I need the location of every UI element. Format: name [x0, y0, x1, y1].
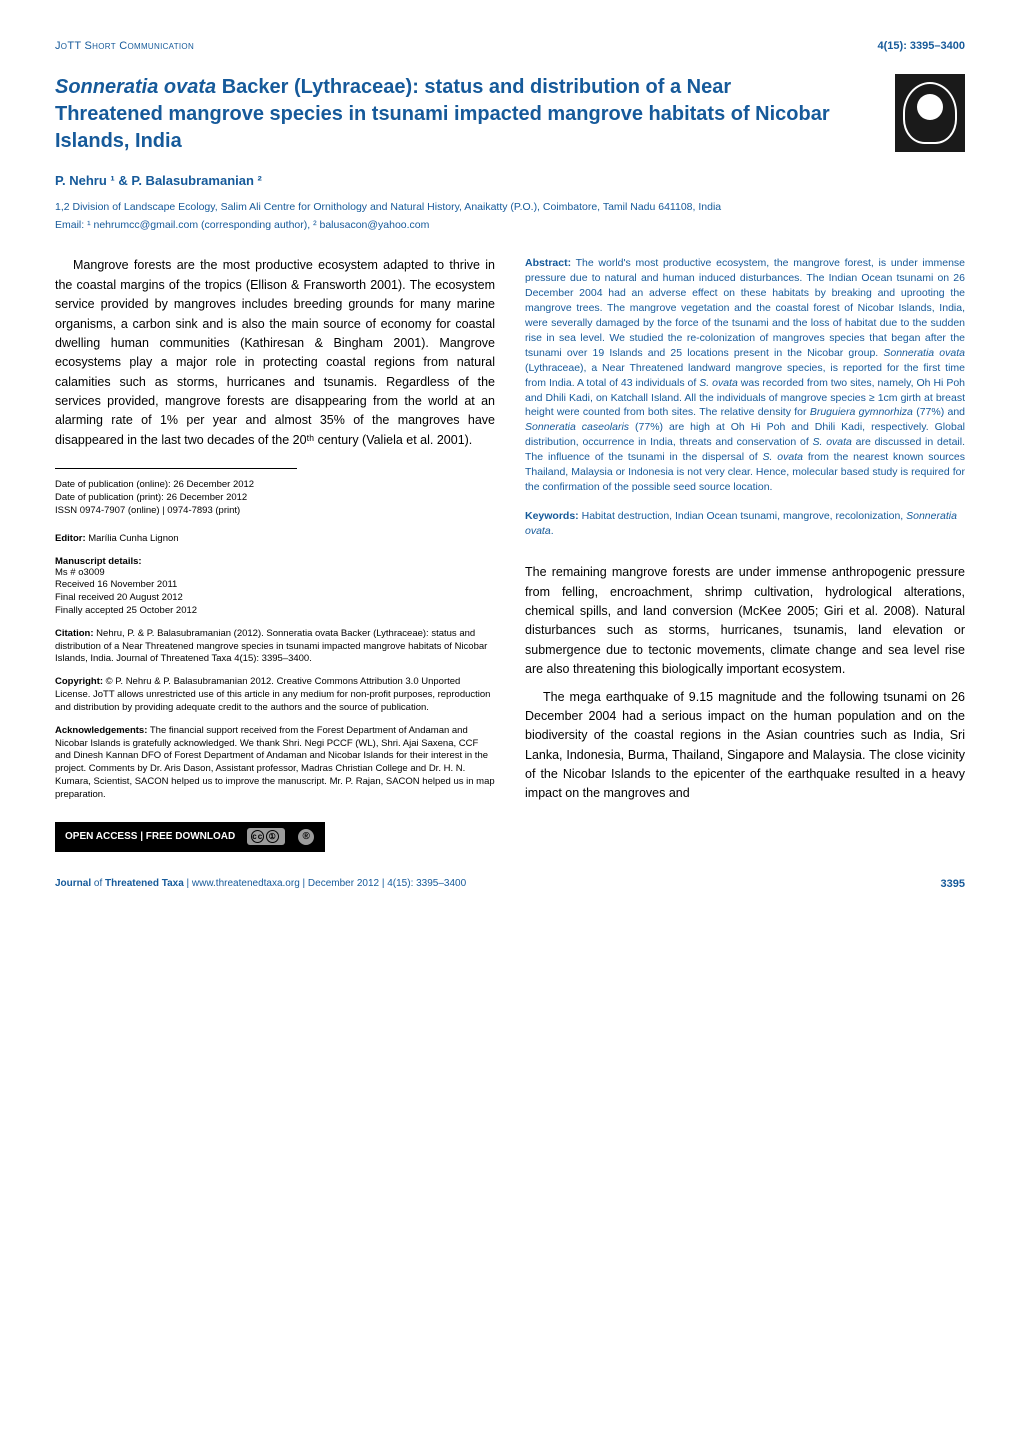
article-title: Sonneratia ovata Backer (Lythraceae): st… [55, 74, 835, 155]
copyright-label: Copyright: [55, 676, 103, 687]
citation-label: Citation: [55, 628, 94, 639]
acknowledgements-block: Acknowledgements: The financial support … [55, 725, 495, 802]
ack-label: Acknowledgements: [55, 725, 147, 736]
intro-paragraph-1: Mangrove forests are the most productive… [55, 256, 495, 450]
manuscript-details: Manuscript details: Ms # o3009 Received … [55, 556, 495, 618]
title-area: Sonneratia ovata Backer (Lythraceae): st… [55, 74, 965, 155]
metadata-divider [55, 468, 297, 469]
keywords-label: Keywords: [525, 510, 579, 522]
manuscript-label: Manuscript details: [55, 556, 495, 567]
page-range: 4(15): 3395–3400 [878, 40, 965, 52]
keywords-text: Habitat destruction, Indian Ocean tsunam… [525, 510, 957, 537]
citation-block: Citation: Nehru, P. & P. Balasubramanian… [55, 628, 495, 666]
journal-section: JoTT Short Communication [55, 40, 194, 52]
page-number: 3395 [941, 878, 965, 890]
editor-name: Marília Cunha Lignon [86, 533, 179, 544]
date-online: Date of publication (online): 26 Decembe… [55, 479, 495, 492]
footer-journal-line: Journal of Threatened Taxa | www.threate… [55, 878, 466, 889]
editor-block: Editor: Marília Cunha Lignon [55, 528, 495, 546]
abstract-block: Abstract: The world's most productive ec… [525, 256, 965, 495]
citation-text: Nehru, P. & P. Balasubramanian (2012). S… [55, 628, 487, 665]
final-received-date: Final received 20 August 2012 [55, 592, 495, 605]
intro-paragraph-3: The mega earthquake of 9.15 magnitude an… [525, 688, 965, 804]
copyright-text: © P. Nehru & P. Balasubramanian 2012. Cr… [55, 676, 490, 713]
accepted-date: Finally accepted 25 October 2012 [55, 605, 495, 618]
author-affiliation: 1,2 Division of Landscape Ecology, Salim… [55, 200, 965, 215]
abstract-label: Abstract: [525, 257, 571, 269]
issn: ISSN 0974-7907 (online) | 0974-7893 (pri… [55, 505, 495, 518]
right-column: Abstract: The world's most productive ec… [525, 256, 965, 851]
publication-dates: Date of publication (online): 26 Decembe… [55, 479, 495, 517]
abstract-text: The world's most productive ecosystem, t… [525, 257, 965, 493]
ms-number: Ms # o3009 [55, 567, 495, 580]
two-column-layout: Mangrove forests are the most productive… [55, 256, 965, 851]
author-emails: Email: ¹ nehrumcc@gmail.com (correspondi… [55, 218, 965, 233]
received-date: Received 16 November 2011 [55, 579, 495, 592]
author-names: P. Nehru ¹ & P. Balasubramanian ² [55, 173, 965, 188]
header-row: JoTT Short Communication 4(15): 3395–340… [55, 40, 965, 52]
page-container: JoTT Short Communication 4(15): 3395–340… [0, 0, 1020, 920]
journal-logo-icon [895, 74, 965, 152]
editor-label: Editor: [55, 533, 86, 544]
page-footer: Journal of Threatened Taxa | www.threate… [55, 874, 965, 890]
date-print: Date of publication (print): 26 December… [55, 492, 495, 505]
intro-paragraph-2: The remaining mangrove forests are under… [525, 563, 965, 679]
left-column: Mangrove forests are the most productive… [55, 256, 495, 851]
copyright-block: Copyright: © P. Nehru & P. Balasubramani… [55, 676, 495, 714]
open-access-badge: OPEN ACCESS | FREE DOWNLOAD cc① ® [55, 822, 325, 852]
keywords-block: Keywords: Habitat destruction, Indian Oc… [525, 509, 965, 538]
open-access-label: OPEN ACCESS | FREE DOWNLOAD [65, 831, 235, 842]
registered-icon: ® [297, 828, 315, 846]
cc-by-icon: cc① [247, 828, 285, 845]
